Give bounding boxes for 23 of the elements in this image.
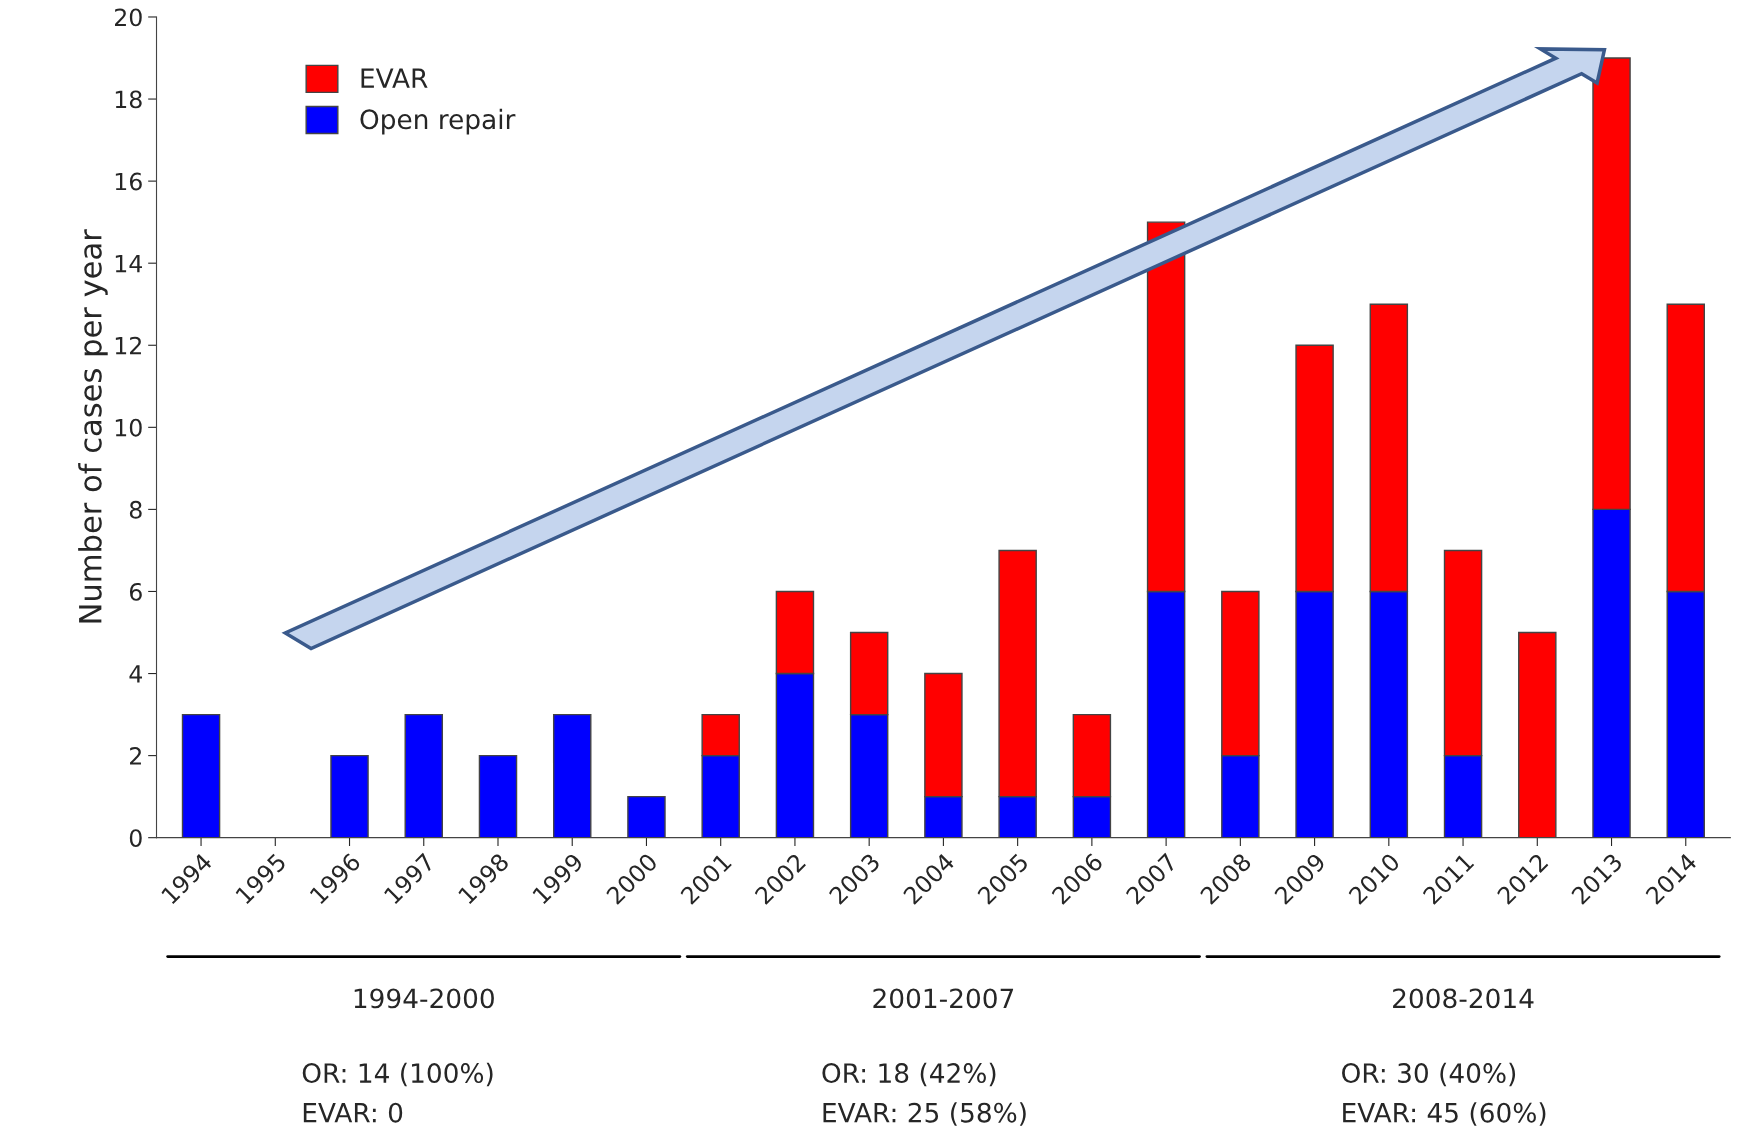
legend-label: Open repair: [360, 108, 516, 135]
text: 2001-2007: [873, 988, 1014, 1009]
y-tick-label: 0: [129, 829, 142, 847]
y-tick-label: 10: [115, 418, 142, 437]
y-tick-label: 4: [129, 665, 142, 683]
text: EVAR: 25 (58%): [823, 1102, 1026, 1126]
y-tick-label: 8: [129, 500, 142, 519]
text: EVAR: 0: [303, 1102, 403, 1123]
y-tick-label: 18: [115, 90, 142, 109]
y-axis-title: Number of cases per year: [78, 229, 108, 623]
y-tick-label: 6: [129, 582, 142, 601]
y-tick-label: 20: [115, 8, 142, 27]
text: 1994-2000: [354, 988, 494, 1009]
text: OR: 18 (42%): [822, 1062, 996, 1087]
y-tick-label: 12: [115, 336, 141, 355]
y-tick-label: 2: [130, 747, 141, 765]
y-tick-label: 16: [115, 172, 142, 191]
text: 2008-2014: [1393, 988, 1534, 1009]
y-tick-label: 14: [115, 254, 142, 273]
text: OR: 30 (40%): [1342, 1062, 1516, 1087]
text: OR: 14 (100%): [302, 1062, 493, 1087]
legend-label: EVAR: [361, 68, 428, 88]
text: EVAR: 45 (60%): [1343, 1102, 1546, 1126]
